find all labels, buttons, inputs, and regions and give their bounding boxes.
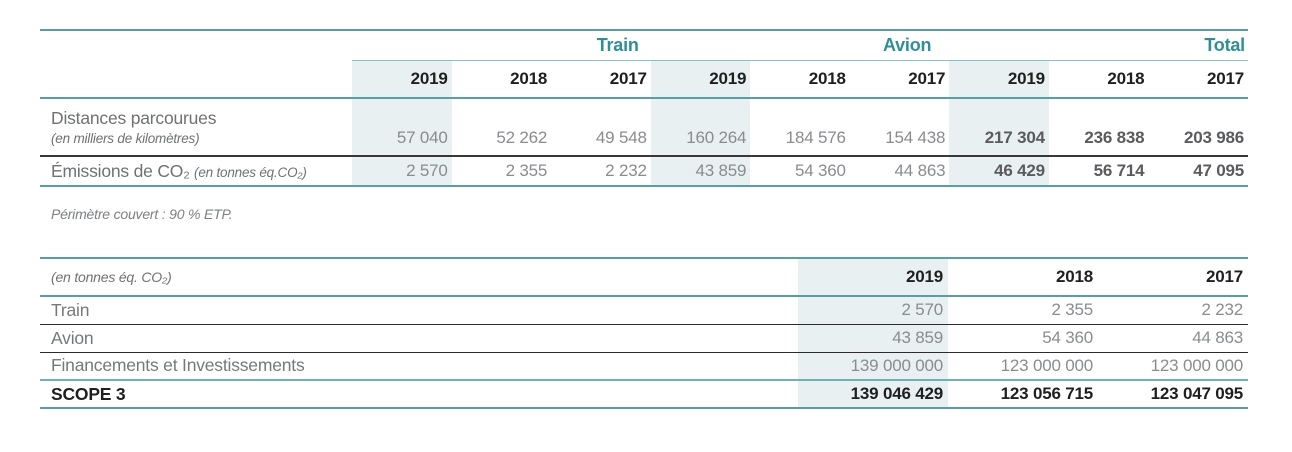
value-cell-total: 123 056 715 (948, 380, 1098, 409)
value-cell-total: 236 838 (1084, 128, 1145, 147)
year-header: 2017 (1148, 60, 1248, 99)
year-header-row: 2019 2018 2017 2019 2018 2017 2019 2018 … (40, 60, 1248, 99)
value-cell: 2 232 (1098, 296, 1248, 325)
year-header: 2018 (1048, 60, 1149, 99)
value-cell-total: 217 304 (984, 128, 1045, 147)
group-header-train: Train (352, 30, 651, 61)
value-cell-total: 46 429 (949, 155, 1049, 186)
value-cell: 123 000 000 (948, 352, 1098, 381)
row-label: Émissions de CO₂ (51, 160, 190, 181)
year-header: 2019 (798, 258, 948, 297)
year-header: 2019 (949, 60, 1049, 99)
value-cell: 54 360 (948, 324, 1098, 353)
row-label: Train (40, 296, 798, 325)
value-cell: 44 863 (1098, 324, 1248, 353)
value-cell-total: 203 986 (1183, 128, 1244, 147)
scope3-header-row: (en tonnes éq. CO₂) 2019 2018 2017 (40, 258, 1248, 297)
value-cell: 49 548 (595, 128, 647, 147)
value-cell: 139 000 000 (798, 352, 948, 381)
year-header: 2018 (451, 60, 552, 99)
value-cell-total: 139 046 429 (798, 380, 948, 409)
value-cell-total: 47 095 (1148, 155, 1248, 186)
row-emissions: Émissions de CO₂ (en tonnes éq.CO₂) 2 57… (40, 155, 1248, 186)
coverage-note: Périmètre couvert : 90 % ETP. (51, 206, 233, 222)
value-cell: 43 859 (650, 155, 751, 186)
row-label: Financements et Investissements (40, 352, 798, 381)
row-label: Distances parcourues (51, 108, 217, 129)
value-cell: 2 232 (551, 155, 651, 186)
year-header: 2018 (750, 60, 850, 99)
scope3-table: (en tonnes éq. CO₂) 2019 2018 2017 Train… (40, 257, 1248, 409)
value-cell-total: 56 714 (1048, 155, 1149, 186)
value-cell: 2 355 (948, 296, 1098, 325)
year-header: 2017 (1098, 258, 1248, 297)
row-label: SCOPE 3 (40, 380, 798, 409)
row-sublabel: (en tonnes éq.CO₂) (194, 164, 307, 180)
row-distances: Distances parcourues (en milliers de kil… (40, 98, 1248, 156)
value-cell-total: 123 047 095 (1098, 380, 1248, 409)
value-cell: 154 438 (885, 128, 946, 147)
group-header-row: Train Avion Total (40, 30, 1248, 61)
group-header-total: Total (949, 30, 1248, 61)
corner-cell (40, 60, 353, 99)
year-header: 2019 (650, 60, 751, 99)
value-cell: 2 570 (352, 155, 452, 186)
row-label: Avion (40, 324, 798, 353)
unit-label: (en tonnes éq. CO₂) (40, 258, 798, 297)
value-cell: 123 000 000 (1098, 352, 1248, 381)
value-cell: 57 040 (396, 128, 448, 147)
value-cell: 160 264 (686, 128, 747, 147)
row-avion: Avion 43 859 54 360 44 863 (40, 324, 1248, 353)
row-sublabel: (en milliers de kilomètres) (51, 130, 200, 146)
value-cell: 52 262 (496, 128, 548, 147)
row-label-cell: Émissions de CO₂ (en tonnes éq.CO₂) (40, 155, 353, 186)
row-scope3-total: SCOPE 3 139 046 429 123 056 715 123 047 … (40, 380, 1248, 409)
value-cell: 2 355 (451, 155, 552, 186)
value-cell: 184 576 (785, 128, 846, 147)
year-header: 2019 (352, 60, 452, 99)
value-cell: 54 360 (750, 155, 850, 186)
year-header: 2017 (849, 60, 950, 99)
corner-cell (40, 30, 353, 60)
value-cell: 2 570 (798, 296, 948, 325)
value-cell: 44 863 (849, 155, 950, 186)
group-header-avion: Avion (650, 30, 950, 61)
row-train: Train 2 570 2 355 2 232 (40, 296, 1248, 325)
row-label-cell: Distances parcourues (en milliers de kil… (40, 98, 352, 156)
row-financements: Financements et Investissements 139 000 … (40, 352, 1248, 381)
value-cell: 43 859 (798, 324, 948, 353)
year-header: 2017 (551, 60, 651, 99)
year-header: 2018 (948, 258, 1098, 297)
transport-emissions-table: Train Avion Total 2019 2018 2017 2019 20… (40, 29, 1248, 187)
